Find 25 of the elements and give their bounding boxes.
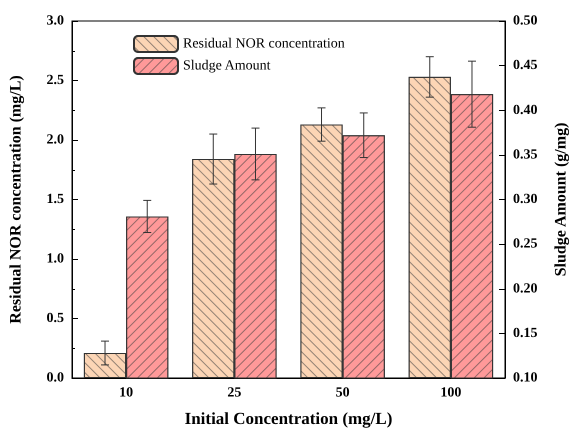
x-axis-title: Initial Concentration (mg/L) bbox=[184, 409, 392, 428]
y-tick-label: 1.0 bbox=[46, 252, 64, 266]
y2-tick-label: 0.35 bbox=[513, 147, 538, 162]
x-tick-label: 50 bbox=[336, 386, 350, 400]
y-tick-label: 1.5 bbox=[46, 192, 64, 207]
y2-tick-label: 0.30 bbox=[513, 192, 538, 207]
y2-axis-title: Sludge Amount (g/mg) bbox=[552, 122, 570, 276]
legend-label: Residual NOR concentration bbox=[183, 36, 345, 52]
y2-tick-label: 0.10 bbox=[513, 370, 538, 386]
y-tick-label: 0.5 bbox=[46, 311, 64, 326]
y-tick-label: 2.5 bbox=[46, 73, 64, 88]
y2-tick-label: 0.50 bbox=[513, 14, 538, 28]
legend-label: Sludge Amount bbox=[183, 58, 271, 74]
y-tick-label: 2.0 bbox=[46, 132, 64, 148]
x-tick-label: 25 bbox=[227, 386, 242, 400]
x-tick-label: 10 bbox=[119, 386, 134, 400]
y-axis-title: Residual NOR concentration (mg/L) bbox=[8, 75, 24, 324]
y2-tick-label: 0.25 bbox=[513, 236, 538, 252]
y-tick-label: 0.0 bbox=[46, 370, 64, 386]
x-tick-label: 100 bbox=[440, 386, 462, 400]
y2-tick-label: 0.40 bbox=[513, 102, 538, 118]
y2-tick-label: 0.45 bbox=[513, 58, 538, 74]
y2-tick-label: 0.20 bbox=[513, 281, 538, 296]
y2-tick-label: 0.15 bbox=[513, 326, 538, 341]
y-tick-label: 3.0 bbox=[46, 14, 64, 28]
